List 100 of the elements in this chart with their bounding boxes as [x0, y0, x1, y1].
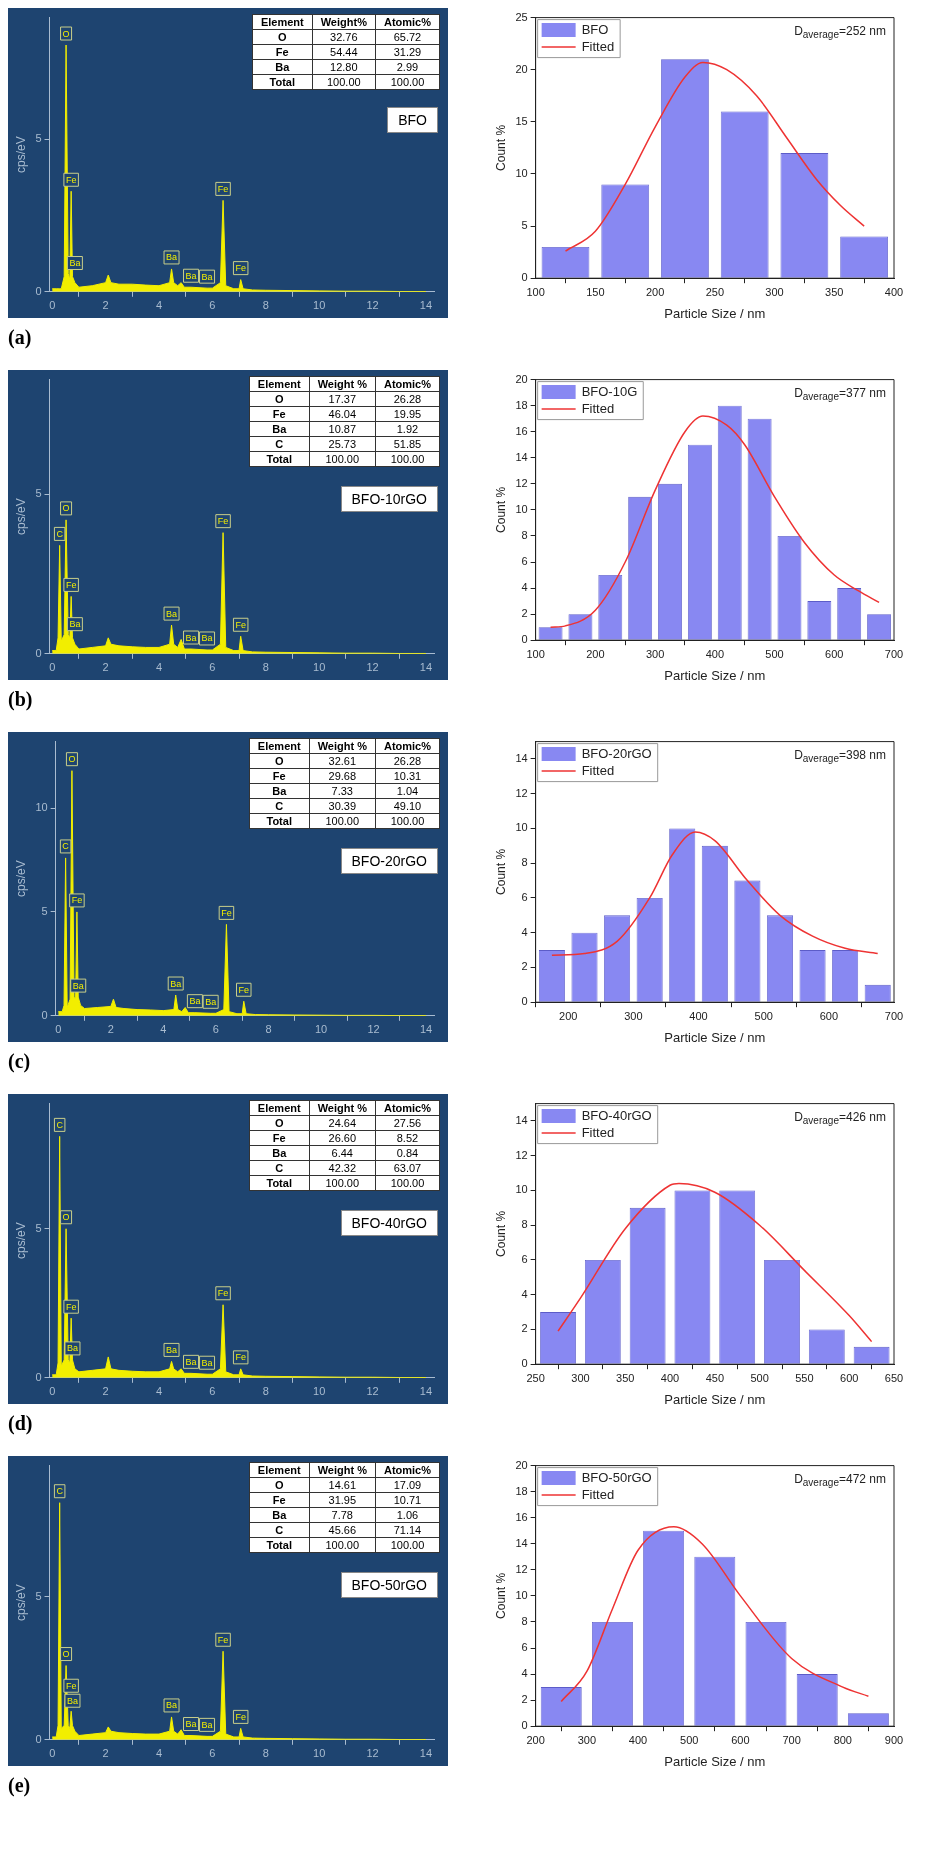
x-tick-label: 600 [819, 1009, 839, 1022]
annotation: Ba [185, 632, 197, 643]
y-tick-label: 10 [515, 821, 528, 834]
x-tick-label: 10 [313, 299, 326, 312]
annotation: 100.00 [309, 1537, 376, 1553]
y-tick-label: 18 [515, 1484, 528, 1497]
annotation: BFO-40rGO [340, 1210, 438, 1236]
annotation: Weight % [309, 376, 376, 392]
annotation: Element [249, 738, 310, 754]
x-tick-label: 4 [155, 661, 163, 674]
y-axis-title: cps/eV [13, 498, 28, 536]
x-tick-label: 300 [571, 1371, 590, 1384]
x-tick-label: 400 [628, 1733, 648, 1746]
x-tick-label: 8 [262, 1385, 269, 1398]
annotation: C [249, 1522, 310, 1538]
annotation: Weight% [312, 14, 376, 30]
annotation: 17.37 [309, 391, 376, 407]
y-tick-label: 4 [521, 925, 528, 938]
annotation: 31.29 [375, 44, 440, 60]
annotation: C [249, 798, 310, 814]
annotation: O [62, 503, 70, 514]
y-tick-label: 25 [515, 10, 528, 23]
annotation: 26.28 [375, 391, 440, 407]
annotation: Ba [166, 1700, 178, 1711]
annotation: Ba [66, 1695, 78, 1706]
annotation: O [249, 391, 310, 407]
x-axis-title: Particle Size / nm [664, 305, 766, 321]
x-tick-label: 350 [825, 285, 844, 298]
x-tick-label: 300 [624, 1009, 643, 1022]
annotation: Fe [71, 895, 83, 906]
y-tick-label: 16 [515, 424, 528, 437]
x-axis-title: Particle Size / nm [664, 667, 766, 683]
annotation: Fe [217, 183, 229, 194]
annotation: 32.61 [309, 753, 376, 769]
annotation: Fe [235, 263, 246, 274]
y-axis-title: cps/eV [13, 1584, 28, 1622]
legend-label: BFO-40rGO [581, 1108, 652, 1124]
y-tick-label: 16 [515, 1510, 528, 1523]
annotation: C [249, 1160, 310, 1176]
annotation: 71.14 [375, 1522, 440, 1538]
legend-label: Fitted [581, 1487, 615, 1503]
x-tick-label: 14 [419, 1023, 433, 1036]
y-axis-title: cps/eV [13, 860, 28, 898]
x-tick-label: 150 [586, 285, 605, 298]
legend-label: BFO-20rGO [581, 746, 652, 762]
annotation: 25.73 [309, 436, 376, 452]
annotation: BFO-50rGO [340, 1572, 438, 1598]
x-tick-label: 8 [262, 1747, 269, 1760]
x-tick-label: 2 [102, 1385, 109, 1398]
x-tick-label: 6 [209, 1747, 216, 1760]
y-tick-label: 0 [521, 995, 528, 1008]
y-tick-label: 2 [521, 1322, 528, 1335]
x-tick-label: 0 [49, 1747, 56, 1760]
annotation: 63.07 [375, 1160, 440, 1176]
x-tick-label: 500 [750, 1371, 769, 1384]
annotation: Ba [69, 258, 81, 268]
annotation: 46.04 [309, 406, 376, 422]
annotation: Fe [249, 1492, 310, 1508]
y-tick-label: 5 [35, 1590, 42, 1603]
x-tick-label: 900 [884, 1733, 904, 1746]
annotation: 0.84 [375, 1145, 440, 1161]
x-tick-label: 4 [155, 1385, 163, 1398]
annotation: 45.66 [309, 1522, 376, 1538]
y-tick-label: 6 [521, 1641, 528, 1654]
x-tick-label: 650 [884, 1371, 904, 1384]
x-tick-label: 100 [526, 647, 545, 660]
y-tick-label: 14 [515, 1114, 528, 1126]
x-tick-label: 2 [102, 1747, 109, 1760]
y-tick-label: 5 [35, 1221, 42, 1234]
annotation: 10.87 [309, 421, 376, 437]
annotation: 51.85 [375, 436, 440, 452]
annotation: BFO-20rGO [340, 848, 438, 874]
annotation: Fe [249, 406, 310, 422]
annotation: D$_{average}$=398 nm [794, 748, 886, 765]
annotation: Ba [249, 421, 310, 437]
legend-label: Fitted [581, 39, 615, 55]
annotation: Ba [249, 783, 310, 799]
x-tick-label: 250 [705, 285, 724, 298]
legend-label: Fitted [581, 763, 615, 779]
y-tick-label: 0 [521, 633, 528, 646]
y-tick-label: 12 [515, 476, 528, 489]
annotation: 100.00 [375, 74, 440, 90]
annotation: O [62, 1212, 70, 1223]
annotation: 19.95 [375, 406, 440, 422]
x-axis-title: Particle Size / nm [664, 1753, 766, 1769]
x-tick-label: 6 [212, 1023, 219, 1036]
x-tick-label: 400 [884, 285, 904, 298]
x-tick-label: 500 [680, 1733, 699, 1746]
text: (b) [8, 688, 34, 711]
x-tick-label: 10 [314, 1023, 328, 1036]
y-tick-label: 18 [515, 398, 528, 411]
y-tick-label: 2 [521, 960, 528, 973]
x-tick-label: 700 [782, 1733, 801, 1746]
y-tick-label: 12 [515, 1148, 528, 1161]
annotation: Total [252, 74, 313, 90]
annotation: D$_{average}$=426 nm [794, 1110, 886, 1127]
y-axis-title: Count % [493, 486, 508, 533]
y-tick-label: 6 [521, 555, 528, 568]
annotation: Fe [217, 1288, 229, 1299]
annotation: 49.10 [375, 798, 440, 814]
